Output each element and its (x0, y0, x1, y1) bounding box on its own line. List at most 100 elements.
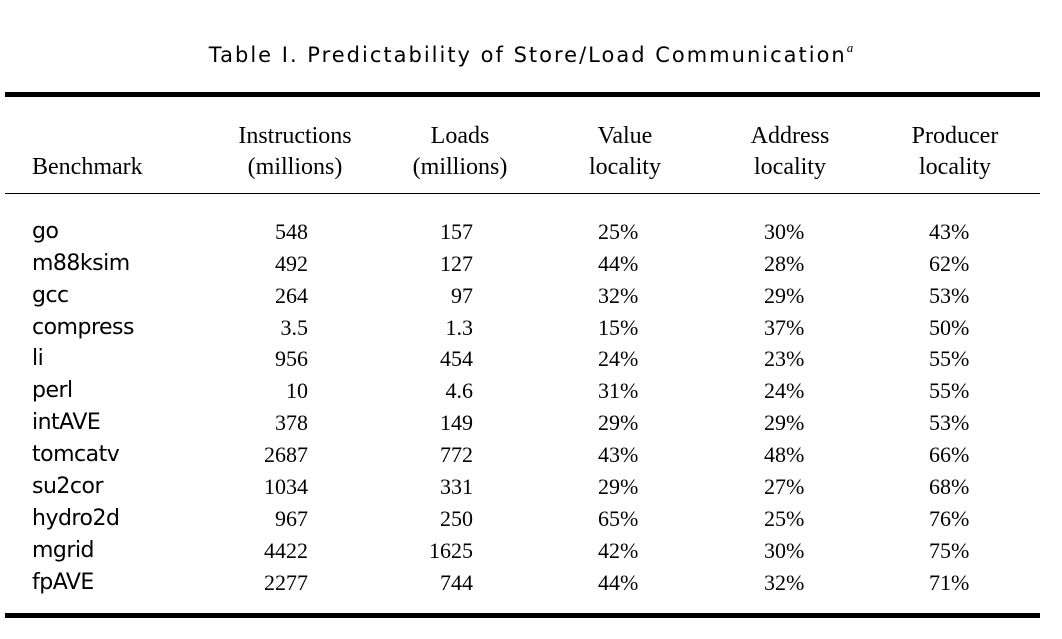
cell-loads: 454 (440, 346, 473, 371)
cell-address-locality: 29% (764, 410, 805, 435)
cell-value-locality: 31% (598, 378, 639, 403)
header-address-line-1: Address (750, 123, 830, 149)
cell-benchmark: perl (32, 378, 73, 403)
cell-producer-locality: 68% (929, 474, 970, 499)
table-row: compress 3.5 1.3 15% 37% 50% (0, 312, 1062, 343)
header-loads-line-1: Loads (430, 123, 490, 149)
cell-producer-locality: 53% (929, 410, 970, 435)
cell-producer-locality: 71% (929, 570, 970, 595)
cell-value-locality: 29% (598, 410, 639, 435)
cell-value-locality: 43% (598, 442, 639, 467)
table-row: gcc 264 97 32% 29% 53% (0, 280, 1062, 311)
header-producer-line-1: Producer (911, 123, 999, 149)
cell-producer-locality: 50% (929, 315, 970, 340)
header-rule (5, 193, 1040, 194)
cell-value-locality: 15% (598, 315, 639, 340)
cell-address-locality: 48% (764, 442, 805, 467)
cell-value-locality: 24% (598, 346, 639, 371)
cell-benchmark: compress (32, 315, 134, 340)
header-instructions-line-2: (millions) (247, 154, 343, 180)
cell-loads: 149 (440, 410, 473, 435)
header-benchmark-line: Benchmark (32, 154, 143, 180)
cell-loads: 127 (440, 251, 473, 276)
cell-instructions: 3.5 (280, 315, 309, 340)
table-caption-text: Table I. Predictability of Store/Load Co… (208, 43, 847, 67)
cell-address-locality: 29% (764, 283, 805, 308)
table-row: mgrid 4422 1625 42% 30% 75% (0, 535, 1062, 566)
cell-value-locality: 25% (598, 219, 639, 244)
cell-address-locality: 30% (764, 538, 805, 563)
table-row: su2cor 1034 331 29% 27% 68% (0, 471, 1062, 502)
cell-producer-locality: 62% (929, 251, 970, 276)
bottom-rule (5, 613, 1040, 618)
table-row: tomcatv 2687 772 43% 48% 66% (0, 439, 1062, 470)
header-address-line-2: locality (754, 154, 826, 180)
header-instructions-line-1: Instructions (238, 123, 352, 149)
cell-loads: 97 (451, 283, 473, 308)
cell-value-locality: 32% (598, 283, 639, 308)
cell-instructions: 956 (275, 346, 308, 371)
cell-producer-locality: 75% (929, 538, 970, 563)
cell-instructions: 2687 (264, 442, 308, 467)
header-loads: Loads (millions) (380, 121, 540, 183)
table-row: hydro2d 967 250 65% 25% 76% (0, 503, 1062, 534)
cell-loads: 772 (440, 442, 473, 467)
table-row: perl 10 4.6 31% 24% 55% (0, 375, 1062, 406)
cell-benchmark: gcc (32, 283, 69, 308)
header-loads-line-2: (millions) (412, 154, 508, 180)
cell-producer-locality: 55% (929, 378, 970, 403)
cell-loads: 331 (440, 474, 473, 499)
top-rule (5, 92, 1040, 97)
header-benchmark: Benchmark (32, 152, 143, 183)
cell-benchmark: intAVE (32, 410, 101, 435)
cell-benchmark: fpAVE (32, 570, 94, 595)
cell-address-locality: 30% (764, 219, 805, 244)
header-value-line-1: Value (597, 123, 653, 149)
header-value-line-2: locality (589, 154, 661, 180)
cell-benchmark: hydro2d (32, 506, 120, 531)
table-row: intAVE 378 149 29% 29% 53% (0, 407, 1062, 438)
cell-producer-locality: 55% (929, 346, 970, 371)
cell-instructions: 4422 (264, 538, 308, 563)
cell-loads: 250 (440, 506, 473, 531)
cell-instructions: 10 (286, 378, 308, 403)
cell-loads: 4.6 (445, 378, 474, 403)
table-row: li 956 454 24% 23% 55% (0, 343, 1062, 374)
header-instructions: Instructions (millions) (205, 121, 385, 183)
cell-loads: 1625 (429, 538, 473, 563)
cell-value-locality: 65% (598, 506, 639, 531)
cell-instructions: 378 (275, 410, 308, 435)
cell-producer-locality: 76% (929, 506, 970, 531)
cell-value-locality: 42% (598, 538, 639, 563)
cell-producer-locality: 43% (929, 219, 970, 244)
table-caption: Table I. Predictability of Store/Load Co… (0, 40, 1062, 67)
cell-address-locality: 25% (764, 506, 805, 531)
cell-address-locality: 32% (764, 570, 805, 595)
cell-loads: 744 (440, 570, 473, 595)
cell-instructions: 967 (275, 506, 308, 531)
header-value-locality: Value locality (545, 121, 705, 183)
cell-address-locality: 23% (764, 346, 805, 371)
cell-benchmark: li (32, 346, 44, 371)
caption-footnote-mark: a (846, 40, 854, 55)
cell-benchmark: su2cor (32, 474, 104, 499)
cell-value-locality: 44% (598, 570, 639, 595)
cell-benchmark: m88ksim (32, 251, 130, 276)
cell-producer-locality: 53% (929, 283, 970, 308)
cell-address-locality: 27% (764, 474, 805, 499)
cell-instructions: 492 (275, 251, 308, 276)
header-producer-line-2: locality (919, 154, 991, 180)
cell-address-locality: 28% (764, 251, 805, 276)
cell-address-locality: 24% (764, 378, 805, 403)
cell-instructions: 2277 (264, 570, 308, 595)
header-address-locality: Address locality (710, 121, 870, 183)
cell-address-locality: 37% (764, 315, 805, 340)
table-row: m88ksim 492 127 44% 28% 62% (0, 248, 1062, 279)
header-producer-locality: Producer locality (875, 121, 1035, 183)
cell-benchmark: tomcatv (32, 442, 120, 467)
cell-benchmark: go (32, 219, 59, 244)
cell-value-locality: 44% (598, 251, 639, 276)
table-row: go 548 157 25% 30% 43% (0, 216, 1062, 247)
cell-instructions: 1034 (264, 474, 308, 499)
cell-value-locality: 29% (598, 474, 639, 499)
